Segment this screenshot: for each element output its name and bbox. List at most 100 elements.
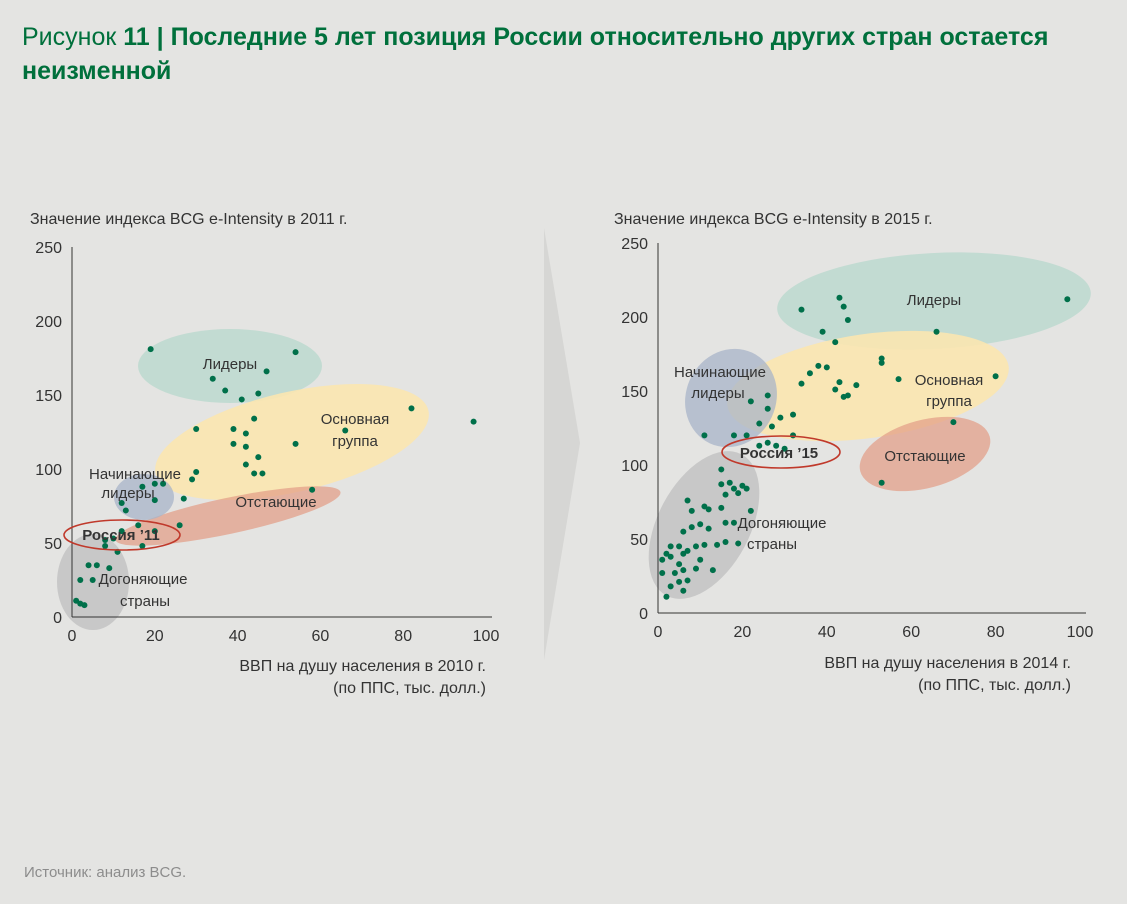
data-point	[470, 418, 477, 425]
data-point	[193, 468, 200, 475]
beginners-label: лидеры	[691, 385, 744, 402]
data-point	[110, 535, 117, 542]
laggards-group-area	[859, 416, 991, 492]
data-point	[705, 506, 712, 513]
data-point	[701, 541, 708, 548]
x-tick-label: 40	[229, 628, 247, 645]
data-point	[992, 373, 999, 380]
data-point	[836, 379, 843, 386]
data-point	[781, 445, 788, 452]
data-point	[718, 504, 725, 511]
data-point	[718, 481, 725, 488]
data-point	[193, 426, 200, 433]
data-point	[692, 565, 699, 572]
data-point	[209, 375, 216, 382]
data-point	[139, 483, 146, 490]
data-point	[701, 503, 708, 510]
leaders-group-area	[138, 329, 322, 403]
data-point	[878, 355, 885, 362]
data-point	[102, 537, 109, 544]
x-tick-label: 100	[473, 628, 500, 645]
data-point	[743, 432, 750, 439]
leaders-group-area	[777, 252, 1091, 350]
x-tick-label: 100	[1067, 624, 1094, 641]
data-point	[251, 470, 258, 477]
data-point	[309, 486, 316, 493]
data-point	[815, 362, 822, 369]
data-point	[189, 476, 196, 483]
data-point	[222, 387, 229, 394]
data-point	[255, 390, 262, 397]
data-point	[122, 507, 129, 514]
data-point	[688, 524, 695, 531]
data-point	[77, 577, 84, 583]
laggards-label: Отстающие	[884, 448, 965, 465]
data-point	[176, 522, 183, 529]
data-point	[680, 550, 687, 557]
data-point	[676, 543, 683, 550]
data-point	[230, 426, 237, 433]
data-point	[832, 386, 839, 393]
beginners-group-area	[685, 348, 777, 448]
data-point	[764, 439, 771, 446]
y-tick-label: 50	[44, 536, 62, 553]
data-point	[667, 583, 674, 590]
data-point	[680, 528, 687, 535]
y-tick-label: 150	[35, 388, 62, 405]
y-tick-label: 100	[621, 458, 648, 475]
data-point	[151, 497, 158, 504]
catching-up-label: страны	[120, 593, 170, 610]
data-point	[764, 405, 771, 412]
beginners-group-area	[114, 474, 174, 520]
data-point	[73, 597, 80, 604]
beginners-label: лидеры	[101, 485, 154, 502]
data-point	[242, 443, 249, 450]
main-group-label: группа	[332, 433, 378, 450]
data-point	[878, 359, 885, 366]
y-tick-label: 50	[630, 532, 648, 549]
y-tick-label: 150	[621, 384, 648, 401]
data-point	[667, 543, 674, 550]
data-point	[1064, 296, 1071, 303]
y-tick-label: 250	[35, 240, 62, 257]
figure-title: Последние 5 лет позиция России относител…	[22, 23, 1049, 85]
y-axis-label: Значение индекса BCG e-Intensity в 2011 …	[30, 211, 347, 228]
data-point	[730, 432, 737, 439]
data-point	[684, 577, 691, 584]
data-point	[747, 398, 754, 405]
figure-separator: |	[156, 23, 164, 51]
data-point	[697, 521, 704, 528]
data-point	[709, 567, 716, 574]
russia-label: Россия ’15	[740, 445, 818, 462]
data-point	[139, 542, 146, 549]
data-point	[680, 567, 687, 574]
data-point	[714, 541, 721, 548]
data-point	[408, 405, 415, 412]
x-axis-label-line2: (по ППС, тыс. долл.)	[333, 680, 486, 697]
x-axis-label-line2: (по ППС, тыс. долл.)	[918, 677, 1071, 694]
data-point	[292, 349, 299, 356]
data-point	[798, 380, 805, 387]
main-group-area	[155, 383, 429, 501]
chart-2011: 0 50 100 150 200 250 0 20 40 60 80 100 Значение инде…	[30, 211, 499, 697]
data-point	[263, 368, 270, 375]
data-point	[160, 480, 167, 487]
data-point	[255, 454, 262, 461]
x-tick-label: 60	[902, 624, 920, 641]
data-point	[764, 392, 771, 399]
data-point	[151, 480, 158, 487]
data-point	[151, 528, 158, 535]
data-point	[684, 497, 691, 504]
catching-up-label: Догоняющие	[99, 571, 188, 588]
data-point	[756, 420, 763, 427]
data-point	[701, 432, 708, 439]
data-point	[768, 423, 775, 430]
y-tick-label: 0	[639, 606, 648, 623]
data-point	[81, 602, 88, 609]
x-tick-label: 0	[654, 624, 663, 641]
source-note: Источник: анализ BCG.	[24, 864, 187, 881]
data-point	[93, 562, 100, 569]
data-point	[85, 562, 92, 569]
data-point	[671, 570, 678, 577]
data-point	[242, 430, 249, 437]
